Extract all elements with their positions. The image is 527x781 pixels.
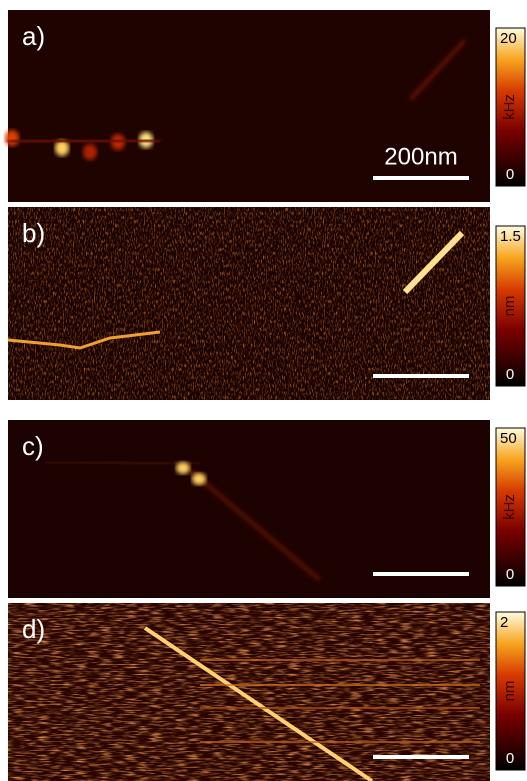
colorbar-max: 1.5 (500, 228, 521, 245)
colorbar-min: 0 (506, 166, 514, 183)
colorbar-min: 0 (506, 366, 514, 383)
streak (408, 38, 467, 102)
colorbar-unit: nm (501, 296, 518, 317)
image (8, 420, 490, 598)
colorbar-max: 50 (500, 430, 517, 447)
colorbar (495, 427, 526, 587)
streak (188, 467, 322, 583)
panel-label: a) (22, 21, 45, 51)
streak (402, 230, 465, 295)
image (8, 10, 490, 202)
streak (7, 330, 161, 350)
streak (7, 137, 161, 145)
streak (44, 460, 201, 466)
panel: c) 50 0 kHz (8, 420, 526, 598)
colorbar-min: 0 (506, 566, 514, 583)
panel-label: d) (22, 614, 45, 644)
panel-label: b) (22, 218, 45, 248)
colorbar (495, 611, 526, 771)
colorbar-unit: nm (501, 681, 518, 702)
colorbar-max: 20 (500, 30, 517, 47)
panel: d) 2 0 nm (8, 603, 526, 781)
image-texture (8, 207, 490, 400)
colorbar-max: 2 (500, 614, 508, 631)
spot (176, 462, 190, 474)
scale-bar-label: 200nm (384, 143, 457, 170)
panel-label: c) (22, 431, 44, 461)
colorbar (495, 27, 526, 187)
streak (143, 626, 374, 781)
image-texture (8, 603, 490, 781)
spot (83, 144, 97, 160)
colorbar-min: 0 (506, 750, 514, 767)
panel: b) 1.5 0 nm (7, 207, 526, 400)
colorbar-unit: kHz (501, 94, 518, 120)
panel: a) 200nm 20 0 kHz (5, 10, 526, 202)
spot (192, 473, 206, 485)
colorbar (495, 225, 526, 387)
colorbar-unit: kHz (501, 494, 518, 520)
